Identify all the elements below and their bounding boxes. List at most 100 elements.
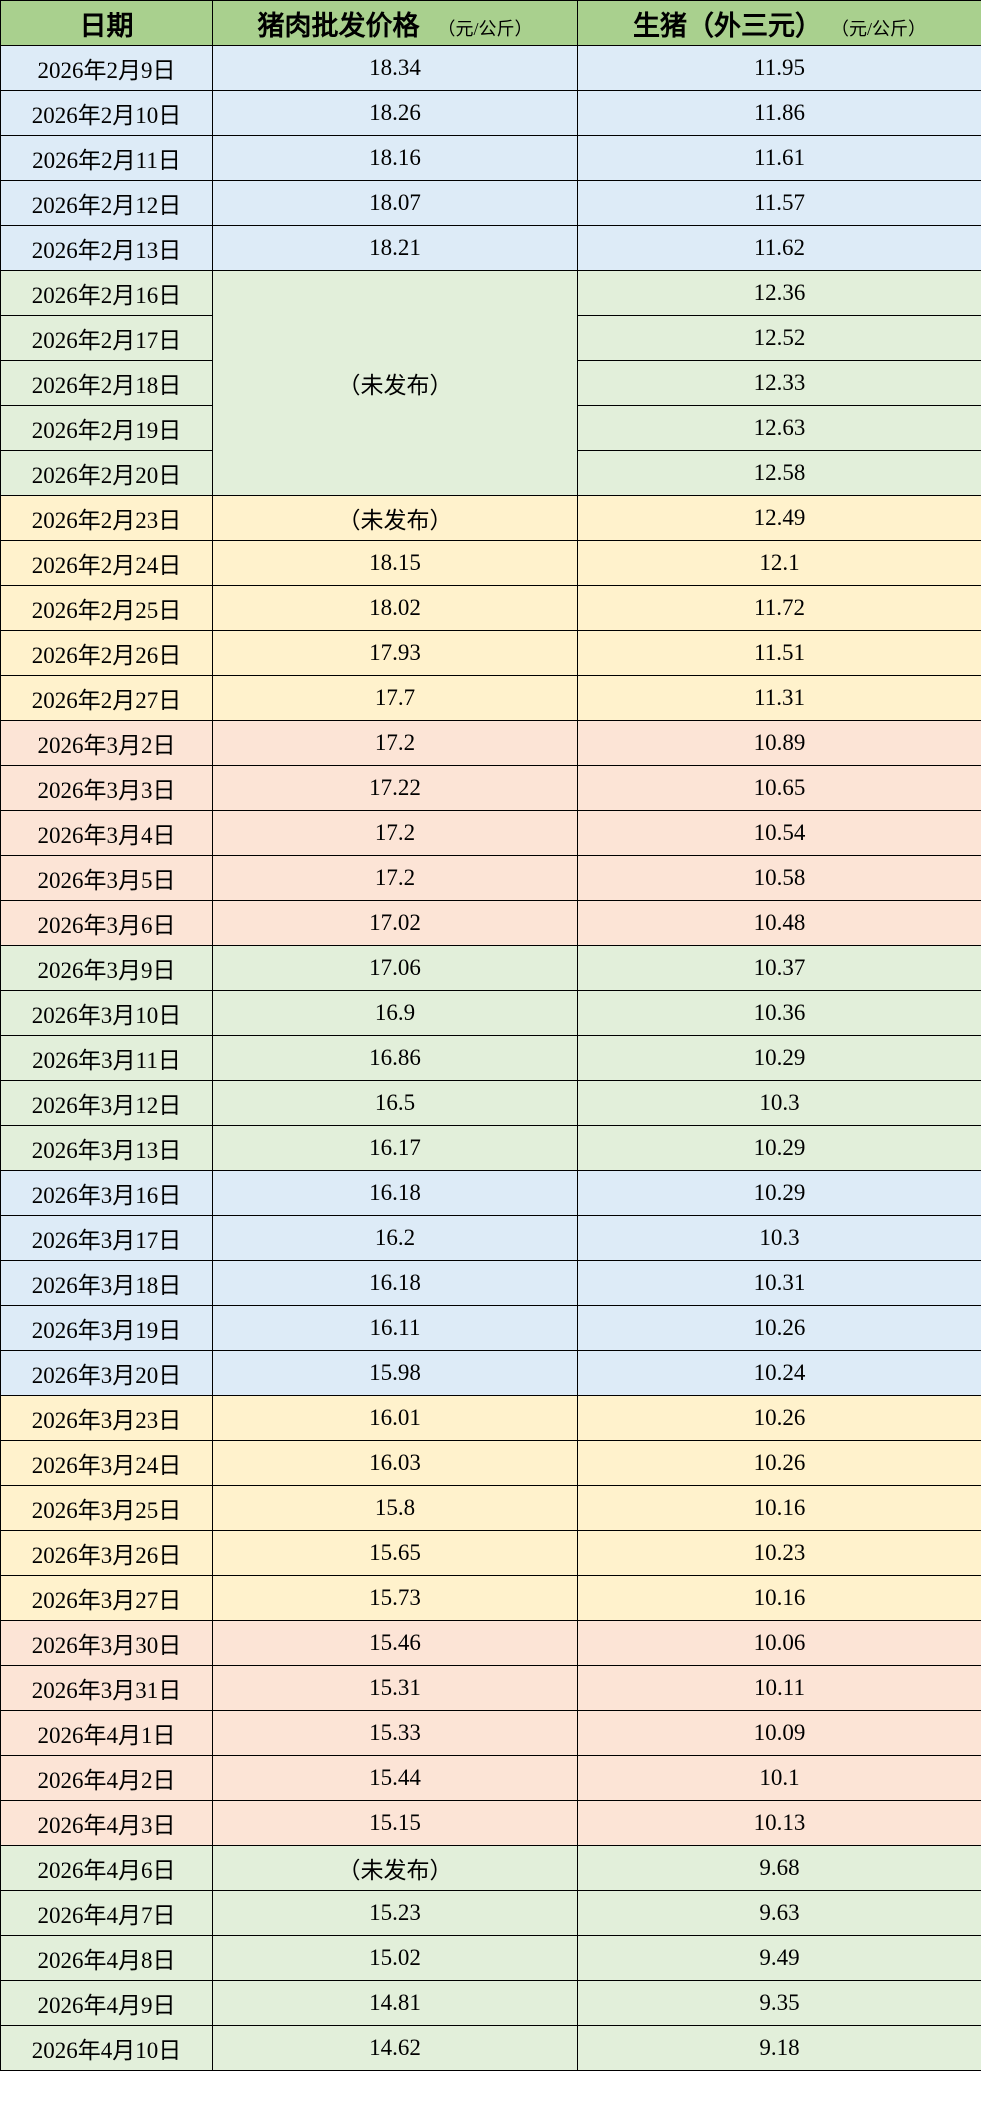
pork-price-cell: 15.33 <box>212 1710 578 1756</box>
hog-price-cell: 10.26 <box>577 1395 981 1441</box>
hog-price-cell: 10.89 <box>577 720 981 766</box>
pork-price-cell: 18.15 <box>212 540 578 586</box>
date-cell: 2026年2月9日 <box>0 45 213 91</box>
table-row: 2026年3月19日 16.11 10.26 <box>0 1305 981 1351</box>
pork-price-cell: 15.98 <box>212 1350 578 1396</box>
date-cell: 2026年2月18日 <box>0 360 213 406</box>
table-row: 2026年3月20日 15.98 10.24 <box>0 1350 981 1396</box>
hog-price-cell: 10.16 <box>577 1575 981 1621</box>
pork-price-cell: 17.22 <box>212 765 578 811</box>
date-cell: 2026年3月26日 <box>0 1530 213 1576</box>
pork-price-cell: （未发布） <box>212 495 578 541</box>
hog-price-cell: 10.13 <box>577 1800 981 1846</box>
date-cell: 2026年4月9日 <box>0 1980 213 2026</box>
pork-price-cell: 16.2 <box>212 1215 578 1261</box>
date-cell: 2026年2月25日 <box>0 585 213 631</box>
hog-price-cell: 9.68 <box>577 1845 981 1891</box>
hog-price-cell: 11.86 <box>577 90 981 136</box>
table-row: 2026年4月1日 15.33 10.09 <box>0 1710 981 1756</box>
table-row: 2026年4月6日 （未发布） 9.68 <box>0 1845 981 1891</box>
table-row: 2026年2月18日 12.33 <box>0 360 981 406</box>
table-row: 2026年3月17日 16.2 10.3 <box>0 1215 981 1261</box>
hog-price-cell: 9.49 <box>577 1935 981 1981</box>
table-row: 2026年3月16日 16.18 10.29 <box>0 1170 981 1216</box>
table-row: 2026年2月16日 （未发布） 12.36 <box>0 270 981 496</box>
date-cell: 2026年3月13日 <box>0 1125 213 1171</box>
table-row: 2026年3月24日 16.03 10.26 <box>0 1440 981 1486</box>
date-cell: 2026年2月13日 <box>0 225 213 271</box>
hog-price-cell: 10.24 <box>577 1350 981 1396</box>
table-row: 2026年3月25日 15.8 10.16 <box>0 1485 981 1531</box>
pork-price-cell: 17.2 <box>212 810 578 856</box>
hog-price-cell: 11.57 <box>577 180 981 226</box>
date-cell: 2026年2月19日 <box>0 405 213 451</box>
date-cell: 2026年4月3日 <box>0 1800 213 1846</box>
hog-price-cell: 10.37 <box>577 945 981 991</box>
date-cell: 2026年3月20日 <box>0 1350 213 1396</box>
date-cell: 2026年2月16日 <box>0 270 213 316</box>
hog-price-cell: 11.95 <box>577 45 981 91</box>
hog-price-cell: 10.1 <box>577 1755 981 1801</box>
table-row: 2026年2月13日 18.21 11.62 <box>0 225 981 271</box>
pork-price-cell: 15.15 <box>212 1800 578 1846</box>
date-cell: 2026年3月23日 <box>0 1395 213 1441</box>
hog-price-cell: 10.16 <box>577 1485 981 1531</box>
pork-price-cell: 17.93 <box>212 630 578 676</box>
pork-price-cell: 18.34 <box>212 45 578 91</box>
pork-price-cell: 16.18 <box>212 1260 578 1306</box>
table-row: 2026年4月2日 15.44 10.1 <box>0 1755 981 1801</box>
date-cell: 2026年3月19日 <box>0 1305 213 1351</box>
hog-price-cell: 10.26 <box>577 1440 981 1486</box>
table-row: 2026年4月7日 15.23 9.63 <box>0 1890 981 1936</box>
table-row: 2026年3月18日 16.18 10.31 <box>0 1260 981 1306</box>
hog-price-cell: 10.23 <box>577 1530 981 1576</box>
table-row: 2026年2月23日 （未发布） 12.49 <box>0 495 981 541</box>
pork-price-cell: 18.26 <box>212 90 578 136</box>
date-cell: 2026年3月6日 <box>0 900 213 946</box>
date-cell: 2026年2月27日 <box>0 675 213 721</box>
hog-price-cell: 10.29 <box>577 1125 981 1171</box>
hog-price-cell: 10.3 <box>577 1080 981 1126</box>
hog-price-cell: 11.72 <box>577 585 981 631</box>
hog-price-cell: 10.26 <box>577 1305 981 1351</box>
header-pork-unit: （元/公斤） <box>437 18 533 39</box>
date-cell: 2026年3月25日 <box>0 1485 213 1531</box>
pork-price-cell: 17.06 <box>212 945 578 991</box>
hog-price-cell: 12.52 <box>577 315 981 361</box>
pork-price-table: 日期 猪肉批发价格 （元/公斤） 生猪（外三元） （元/公斤） 2026年2月9日 1… <box>0 0 981 2071</box>
date-cell: 2026年3月9日 <box>0 945 213 991</box>
hog-price-cell: 9.63 <box>577 1890 981 1936</box>
pork-price-cell: 15.44 <box>212 1755 578 1801</box>
table-row: 2026年3月26日 15.65 10.23 <box>0 1530 981 1576</box>
header-hog-unit: （元/公斤） <box>839 18 926 39</box>
table-row: 2026年2月12日 18.07 11.57 <box>0 180 981 226</box>
header-hog: 生猪（外三元） （元/公斤） <box>577 0 981 46</box>
table-row: 2026年2月20日 12.58 <box>0 450 981 496</box>
pork-price-cell: 15.23 <box>212 1890 578 1936</box>
date-cell: 2026年3月27日 <box>0 1575 213 1621</box>
table-row: 2026年3月23日 16.01 10.26 <box>0 1395 981 1441</box>
pork-price-cell: 17.7 <box>212 675 578 721</box>
table-row: 2026年4月10日 14.62 9.18 <box>0 2025 981 2071</box>
table-row: 2026年3月11日 16.86 10.29 <box>0 1035 981 1081</box>
date-cell: 2026年4月10日 <box>0 2025 213 2071</box>
header-date: 日期 <box>0 0 213 46</box>
table-row: 2026年2月17日 12.52 <box>0 315 981 361</box>
hog-price-cell: 10.06 <box>577 1620 981 1666</box>
date-cell: 2026年3月4日 <box>0 810 213 856</box>
date-cell: 2026年2月23日 <box>0 495 213 541</box>
date-cell: 2026年3月31日 <box>0 1665 213 1711</box>
table-row: 2026年3月13日 16.17 10.29 <box>0 1125 981 1171</box>
pork-price-cell: 16.01 <box>212 1395 578 1441</box>
date-cell: 2026年3月11日 <box>0 1035 213 1081</box>
pork-price-cell-merged: （未发布） <box>212 270 578 496</box>
hog-price-cell: 10.54 <box>577 810 981 856</box>
date-cell: 2026年2月10日 <box>0 90 213 136</box>
pork-price-cell: 15.46 <box>212 1620 578 1666</box>
hog-price-cell: 10.31 <box>577 1260 981 1306</box>
header-date-label: 日期 <box>79 10 134 41</box>
pork-price-cell: 14.81 <box>212 1980 578 2026</box>
table-row: 2026年3月5日 17.2 10.58 <box>0 855 981 901</box>
table-row: 2026年2月26日 17.93 11.51 <box>0 630 981 676</box>
hog-price-cell: 11.31 <box>577 675 981 721</box>
